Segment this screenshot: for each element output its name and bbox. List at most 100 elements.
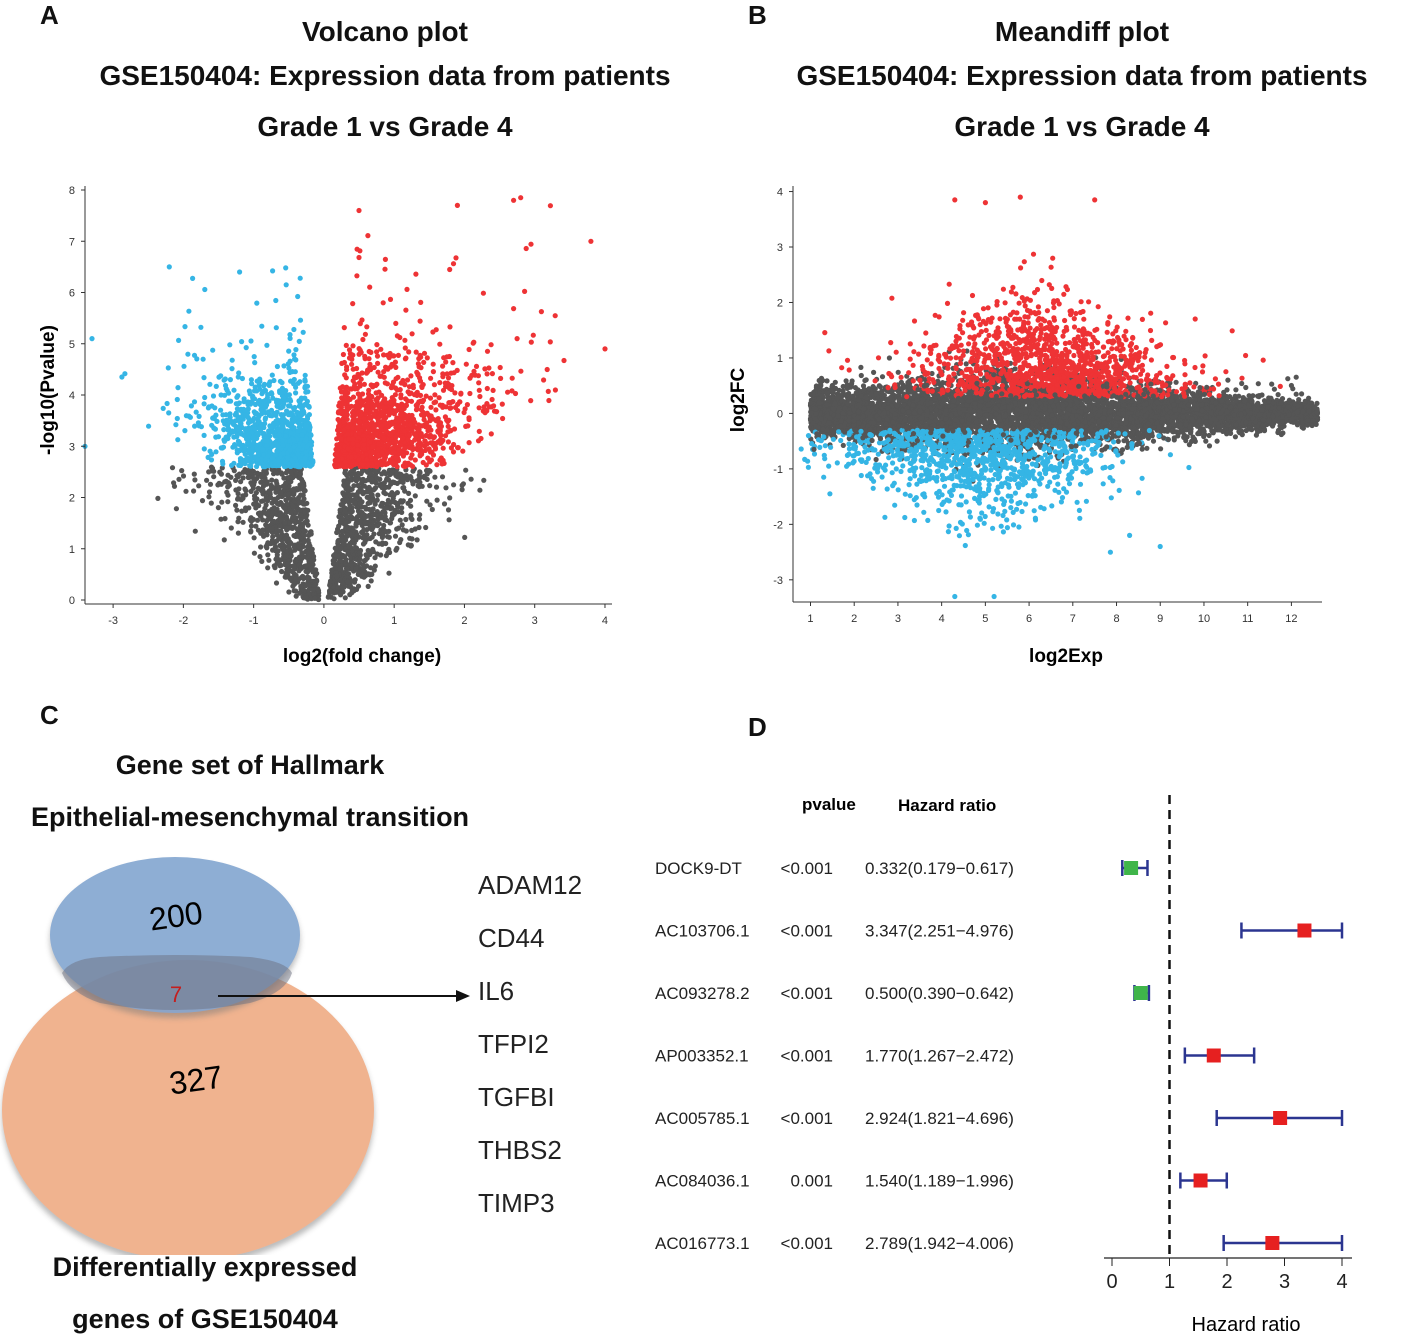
volcano-point: [284, 525, 290, 531]
volcano-point: [348, 561, 354, 567]
volcano-point: [350, 301, 356, 307]
volcano-point: [389, 511, 396, 517]
volcano-point: [287, 447, 293, 453]
volcano-point: [180, 473, 187, 479]
volcano-point: [388, 421, 394, 427]
volcano-point: [477, 487, 483, 493]
volcano-point: [389, 499, 396, 505]
volcano-point: [269, 391, 275, 397]
volcano-point: [296, 507, 303, 513]
volcano-y-tick-label: 4: [69, 390, 75, 402]
volcano-point: [393, 320, 399, 326]
volcano-point: [269, 526, 275, 532]
volcano-point: [303, 436, 309, 442]
volcano-point: [198, 424, 204, 430]
volcano-point: [342, 459, 348, 465]
volcano-point: [365, 233, 371, 239]
volcano-point: [362, 536, 368, 542]
volcano-point: [476, 428, 482, 434]
volcano-point: [450, 449, 457, 455]
volcano-point: [423, 524, 429, 531]
volcano-point: [344, 367, 350, 373]
volcano-point: [146, 423, 152, 429]
volcano-point: [396, 525, 402, 531]
volcano-point: [181, 363, 187, 369]
volcano-point: [370, 506, 376, 512]
volcano-point: [304, 444, 310, 450]
volcano-points: [82, 195, 608, 603]
volcano-point: [296, 424, 302, 430]
volcano-point: [427, 483, 433, 489]
volcano-point: [288, 549, 294, 555]
volcano-point: [437, 420, 444, 426]
volcano-point: [266, 557, 272, 563]
volcano-point: [430, 434, 437, 441]
volcano-point: [476, 387, 482, 393]
volcano-point: [439, 461, 445, 467]
volcano-point: [245, 414, 251, 420]
volcano-point: [291, 489, 297, 495]
volcano-point: [359, 370, 365, 376]
volcano-point: [413, 271, 419, 277]
volcano-point: [408, 398, 415, 404]
volcano-point: [279, 438, 286, 444]
volcano-point: [350, 410, 356, 416]
volcano-point: [393, 418, 399, 424]
volcano-point: [375, 395, 381, 401]
volcano-point: [261, 468, 267, 474]
volcano-point: [424, 425, 430, 431]
volcano-point: [286, 589, 292, 595]
volcano-point: [208, 464, 215, 470]
volcano-point: [423, 432, 429, 439]
volcano-point: [437, 427, 443, 433]
volcano-point: [345, 484, 351, 490]
volcano-point: [414, 537, 420, 543]
volcano-point: [327, 582, 333, 588]
volcano-point: [348, 514, 354, 520]
volcano-point: [498, 375, 504, 381]
volcano-point: [362, 521, 369, 527]
volcano-point: [243, 426, 249, 432]
volcano-point: [234, 507, 240, 513]
volcano-point: [287, 539, 293, 545]
volcano-point: [552, 387, 559, 393]
volcano-point: [417, 512, 423, 518]
volcano-point: [400, 476, 406, 482]
volcano-y-tick-label: 0: [69, 595, 75, 607]
volcano-point: [467, 375, 473, 381]
volcano-point: [440, 363, 446, 369]
volcano-point: [238, 479, 244, 485]
volcano-point: [369, 549, 375, 555]
volcano-point: [274, 552, 280, 558]
volcano-point: [252, 454, 258, 460]
volcano-point: [288, 430, 294, 436]
volcano-point: [454, 367, 460, 373]
volcano-point: [227, 377, 233, 383]
volcano-point: [342, 520, 349, 526]
volcano-point: [248, 523, 255, 529]
volcano-point: [259, 558, 265, 564]
volcano-point: [362, 478, 369, 484]
volcano-point: [379, 449, 385, 455]
volcano-point: [270, 534, 276, 540]
volcano-point: [171, 480, 177, 486]
volcano-point: [268, 424, 274, 430]
volcano-point: [436, 395, 442, 401]
volcano-point: [490, 387, 496, 393]
volcano-point: [254, 300, 260, 306]
volcano-point: [306, 427, 313, 433]
volcano-point: [405, 542, 411, 548]
volcano-point: [392, 533, 399, 539]
volcano-title: Volcano plot: [302, 16, 468, 47]
volcano-point: [421, 475, 427, 481]
volcano-point: [380, 404, 386, 410]
volcano-point: [355, 442, 361, 448]
volcano-point: [414, 403, 420, 409]
volcano-point: [188, 403, 194, 409]
volcano-point: [360, 336, 366, 343]
volcano-point: [301, 539, 307, 545]
volcano-point: [402, 445, 408, 451]
volcano-point: [468, 476, 474, 482]
volcano-point: [343, 537, 349, 543]
volcano-point: [397, 472, 404, 478]
